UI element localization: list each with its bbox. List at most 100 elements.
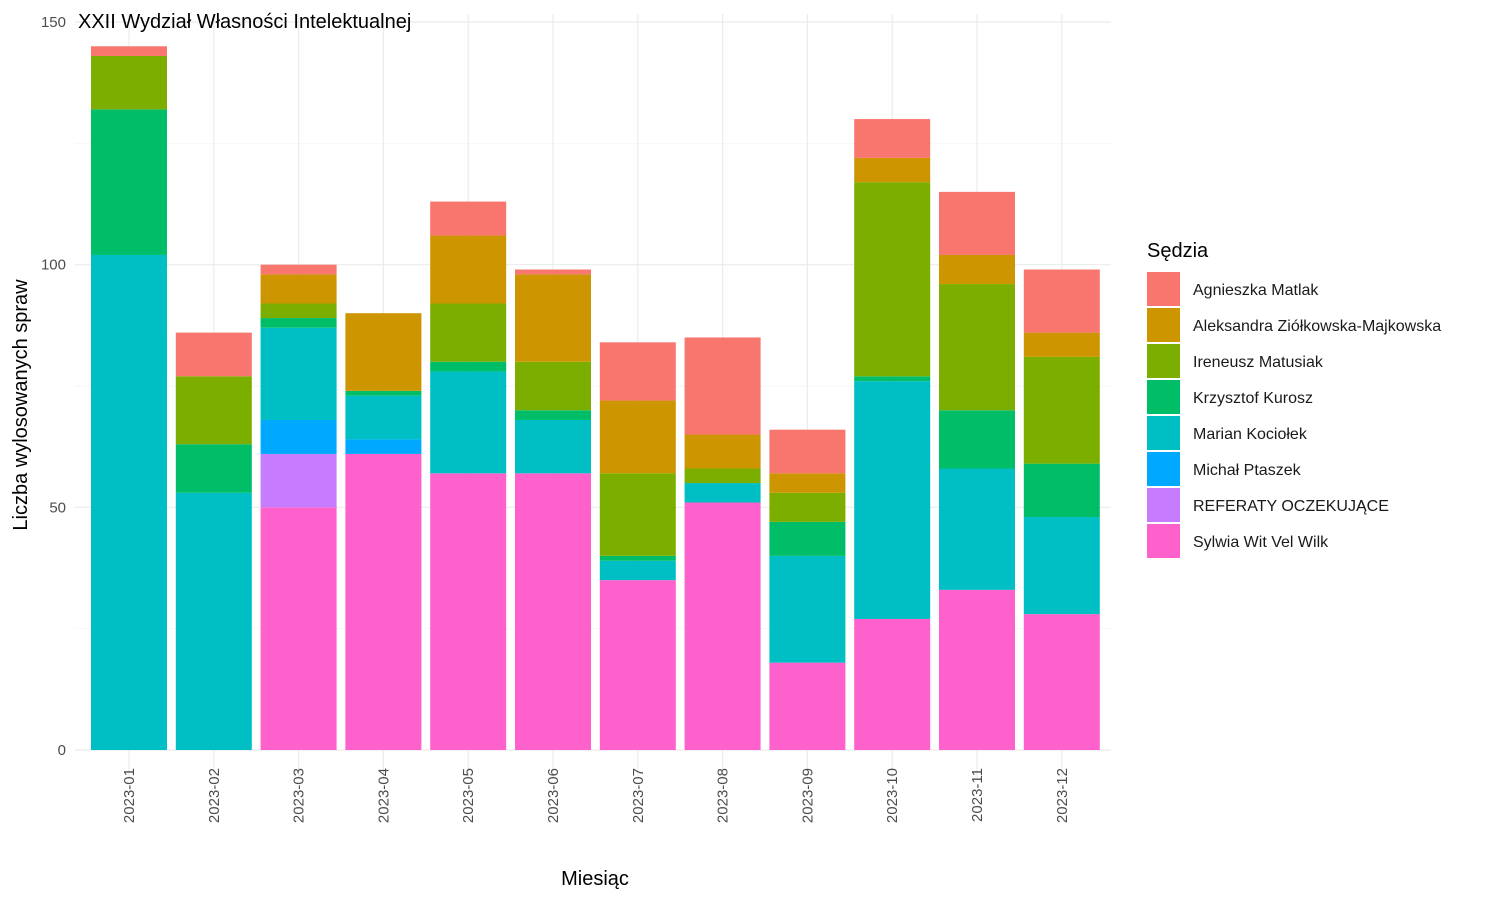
bar-segment [260,419,337,454]
bars [91,46,1100,750]
bar-segment [769,492,846,522]
legend: Sędzia Agnieszka Matlak Aleksandra Ziółko… [1147,240,1441,558]
bar-segment [260,453,337,508]
y-axis-ticks: 0 50 100 150 [41,14,66,759]
bar-segment [684,502,761,750]
bar-segment [175,492,252,750]
legend-key [1147,488,1180,522]
x-tick-label: 2023-02 [206,768,223,823]
bar-segment [599,555,676,561]
bar-segment [345,439,422,454]
bar-segment [769,429,846,474]
bar-segment [939,589,1015,750]
legend-label: Ireneusz Matusiak [1193,354,1324,371]
legend-key [1147,308,1180,342]
legend-label: Sylwia Wit Vel Wilk [1193,534,1329,551]
bar-segment [91,109,167,255]
legend-label: Michał Ptaszek [1193,462,1302,479]
y-axis-title: Liczba wylosowanych spraw [10,279,32,531]
bar-segment [939,284,1015,411]
legend-key [1147,524,1180,558]
legend-key [1147,272,1180,306]
bar-segment [854,119,931,158]
y-tick-label: 50 [49,499,66,516]
bar-segment [854,381,931,619]
bar-segment [1023,332,1100,357]
x-tick-label: 2023-05 [460,768,477,823]
bar-segment [1023,356,1100,464]
bar-segment [430,303,507,362]
bar-segment [939,191,1015,255]
bar-segment [939,468,1015,590]
bar-segment [854,618,931,750]
bar-segment [684,337,761,435]
bar-segment [515,419,591,474]
bar-segment [939,254,1015,285]
bar-segment [769,521,846,556]
bar-segment [599,473,676,556]
bar-segment [515,274,591,362]
bar-segment [515,410,591,420]
x-axis-ticks: 2023-01 2023-02 2023-03 2023-04 2023-05 2023-… [121,768,1071,823]
bar-segment [599,560,676,581]
legend-label: Krzysztof Kurosz [1193,390,1313,407]
legend-label: REFERATY OCZEKUJĄCE [1193,498,1389,515]
bar-segment [430,201,507,236]
bar-segment [430,371,507,474]
x-tick-label: 2023-08 [715,768,732,823]
legend-key [1147,452,1180,486]
x-tick-label: 2023-06 [545,768,562,823]
bar-segment [1023,269,1100,333]
bar-segment [599,400,676,474]
bar-segment [1023,463,1100,518]
bar-segment [345,395,422,440]
legend-key [1147,380,1180,414]
bar-segment [260,507,337,750]
bar-segment [91,254,167,750]
x-tick-label: 2023-11 [969,768,986,822]
legend-key [1147,344,1180,378]
bar-segment [1023,614,1100,750]
y-tick-label: 100 [41,257,66,274]
bar-segment [854,157,931,183]
bar-segment [430,235,507,304]
bar-segment [175,332,252,377]
x-tick-label: 2023-07 [630,768,647,823]
bar-segment [515,269,591,275]
bar-segment [260,264,337,275]
bar-segment [175,444,252,493]
bar-segment [854,182,931,377]
bar-segment [599,342,676,401]
legend-label: Marian Kociołek [1193,426,1308,443]
bar-segment [1023,517,1100,615]
legend-key [1147,416,1180,450]
bar-segment [175,376,252,445]
bar-segment [260,303,337,319]
bar-segment [599,580,676,750]
bar-segment [260,274,337,304]
x-tick-label: 2023-12 [1054,768,1071,823]
x-tick-label: 2023-01 [121,768,138,823]
bar-segment [854,376,931,382]
bar-segment [684,434,761,469]
legend-label: Aleksandra Ziółkowska-Majkowska [1193,318,1441,335]
bar-segment [515,473,591,750]
chart-title: XXII Wydział Własności Intelektualnej [78,11,411,33]
legend-label: Agnieszka Matlak [1193,282,1319,299]
bar-segment [91,55,167,110]
x-tick-label: 2023-10 [884,768,901,823]
bar-segment [939,410,1015,469]
bar-segment [430,361,507,372]
x-tick-label: 2023-09 [799,768,816,823]
x-tick-label: 2023-04 [375,768,392,823]
bar-segment [684,483,761,503]
x-axis-title: Miesiąc [561,868,629,890]
bar-segment [260,318,337,328]
bar-segment [684,468,761,484]
bar-segment [769,555,846,663]
legend-title: Sędzia [1147,240,1209,262]
bar-segment [91,46,167,56]
bar-segment [345,453,422,750]
y-tick-label: 150 [41,14,66,31]
